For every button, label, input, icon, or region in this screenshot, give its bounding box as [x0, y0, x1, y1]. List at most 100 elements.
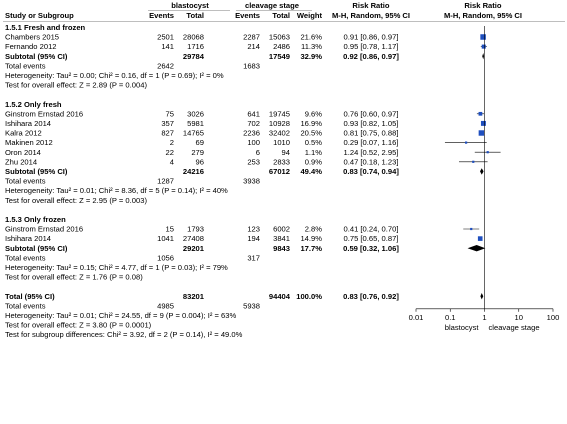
- study-events1: 22: [166, 148, 174, 157]
- subtotal-label: Subtotal (95% CI): [5, 244, 68, 253]
- study-name: Ginstrom Ernstad 2016: [5, 225, 83, 234]
- study-events2: 194: [247, 234, 260, 243]
- subtotal-total2: 17549: [269, 52, 290, 61]
- study-total1: 279: [191, 148, 204, 157]
- subgroup-title: 1.5.3 Only frozen: [5, 215, 66, 224]
- overall-heterogeneity-text: Heterogeneity: Tau² = 0.01; Chi² = 24.55…: [5, 311, 237, 320]
- subtotal-total1: 29201: [183, 244, 205, 253]
- events2-header: Events: [235, 11, 260, 20]
- overall-effect-text: Test for overall effect: Z = 1.76 (P = 0…: [5, 273, 143, 282]
- study-events1: 4: [170, 157, 174, 166]
- study-ci: 0.75 [0.65, 0.87]: [344, 234, 399, 243]
- study-weight: 1.1%: [305, 148, 323, 157]
- study-marker: [486, 151, 489, 154]
- study-ci: 0.93 [0.82, 1.05]: [344, 119, 399, 128]
- study-ci: 0.29 [0.07, 1.16]: [344, 138, 399, 147]
- total1-header: Total: [186, 11, 204, 20]
- subgroup-title: 1.5.1 Fresh and frozen: [5, 23, 86, 32]
- overall-label: Total (95% CI): [5, 292, 55, 301]
- study-total1: 14765: [183, 129, 204, 138]
- total-events1: 1287: [157, 177, 174, 186]
- subtotal-label: Subtotal (95% CI): [5, 167, 68, 176]
- study-total1: 69: [196, 138, 204, 147]
- study-events1: 2501: [157, 33, 174, 42]
- study-total2: 2486: [273, 42, 290, 51]
- x-axis-tick-label: 100: [547, 313, 560, 322]
- study-events2: 702: [247, 119, 260, 128]
- group1-header: blastocyst: [171, 1, 209, 10]
- study-ci: 0.95 [0.78, 1.17]: [344, 42, 399, 51]
- events1-header: Events: [149, 11, 174, 20]
- study-events1: 141: [161, 42, 174, 51]
- x-axis-tick-label: 1: [482, 313, 486, 322]
- study-name: Chambers 2015: [5, 33, 59, 42]
- study-total1: 5981: [187, 119, 204, 128]
- study-name: Ishihara 2014: [5, 234, 51, 243]
- study-weight: 11.3%: [301, 42, 322, 51]
- study-events1: 2: [170, 138, 174, 147]
- study-weight: 14.9%: [300, 234, 322, 243]
- study-total1: 27408: [183, 234, 204, 243]
- study-events2: 6: [256, 148, 260, 157]
- study-marker: [464, 141, 468, 144]
- study-name: Makinen 2012: [5, 138, 53, 147]
- study-events2: 641: [247, 109, 260, 118]
- ratio-header-left: Risk Ratio: [352, 1, 389, 10]
- study-total2: 32402: [269, 129, 290, 138]
- total-events-label: Total events: [5, 253, 46, 262]
- total-events2: 317: [247, 253, 260, 262]
- study-total2: 10928: [269, 119, 290, 128]
- subtotal-diamond: [482, 53, 485, 60]
- study-total2: 19745: [269, 109, 290, 118]
- heterogeneity-text: Heterogeneity: Tau² = 0.15; Chi² = 4.77,…: [5, 263, 228, 272]
- study-marker: [480, 34, 486, 40]
- x-axis-tick-label: 10: [515, 313, 523, 322]
- study-total1: 1716: [187, 42, 204, 51]
- subtotal-total1: 29784: [183, 52, 205, 61]
- study-ci: 1.24 [0.52, 2.95]: [344, 148, 399, 157]
- axis-left-label: blastocyst: [445, 323, 480, 332]
- study-events1: 357: [161, 119, 174, 128]
- study-events2: 2236: [243, 129, 260, 138]
- study-events2: 214: [247, 42, 260, 51]
- study-total2: 94: [282, 148, 290, 157]
- subtotal-total2: 67012: [269, 167, 290, 176]
- study-name: Fernando 2012: [5, 42, 57, 51]
- subtotal-weight: 49.4%: [300, 167, 322, 176]
- subtotal-label: Subtotal (95% CI): [5, 52, 68, 61]
- study-marker: [470, 227, 473, 231]
- subtotal-ci: 0.83 [0.74, 0.94]: [343, 167, 399, 176]
- study-name: Ishihara 2014: [5, 119, 51, 128]
- study-marker: [480, 120, 486, 126]
- study-header: Study or Subgroup: [5, 11, 74, 20]
- study-total1: 3026: [187, 109, 204, 118]
- group2-header: cleavage stage: [245, 1, 299, 10]
- study-ci: 0.81 [0.75, 0.88]: [344, 129, 399, 138]
- overall-effect-text: Test for overall effect: Z = 2.95 (P = 0…: [5, 196, 147, 205]
- overall-total-events2: 5938: [243, 301, 260, 310]
- subgroup-differences-text: Test for subgroup differences: Chi² = 3.…: [5, 330, 243, 339]
- total-events2: 1683: [243, 61, 260, 70]
- study-ci: 0.47 [0.18, 1.23]: [344, 157, 399, 166]
- overall-total1: 83201: [183, 292, 205, 301]
- weight-header: Weight: [297, 11, 323, 20]
- overall-total-events1: 4985: [157, 301, 174, 310]
- study-weight: 16.9%: [300, 119, 322, 128]
- study-marker: [481, 44, 486, 49]
- total2-header: Total: [272, 11, 290, 20]
- axis-right-label: cleavage stage: [489, 323, 540, 332]
- overall-effect-text: Test for overall effect: Z = 3.80 (P = 0…: [5, 321, 152, 330]
- study-name: Kalra 2012: [5, 129, 42, 138]
- study-weight: 2.8%: [305, 225, 323, 234]
- subtotal-total2: 9843: [273, 244, 290, 253]
- study-weight: 0.9%: [305, 157, 323, 166]
- overall-total-events-label: Total events: [5, 301, 46, 310]
- total-events1: 2642: [157, 61, 174, 70]
- total-events2: 3938: [243, 177, 260, 186]
- overall-weight: 100.0%: [296, 292, 322, 301]
- study-name: Ginstrom Ernstad 2016: [5, 109, 83, 118]
- study-weight: 0.5%: [305, 138, 323, 147]
- x-axis-tick-label: 0.1: [445, 313, 456, 322]
- study-weight: 9.6%: [305, 109, 323, 118]
- study-name: Zhu 2014: [5, 157, 37, 166]
